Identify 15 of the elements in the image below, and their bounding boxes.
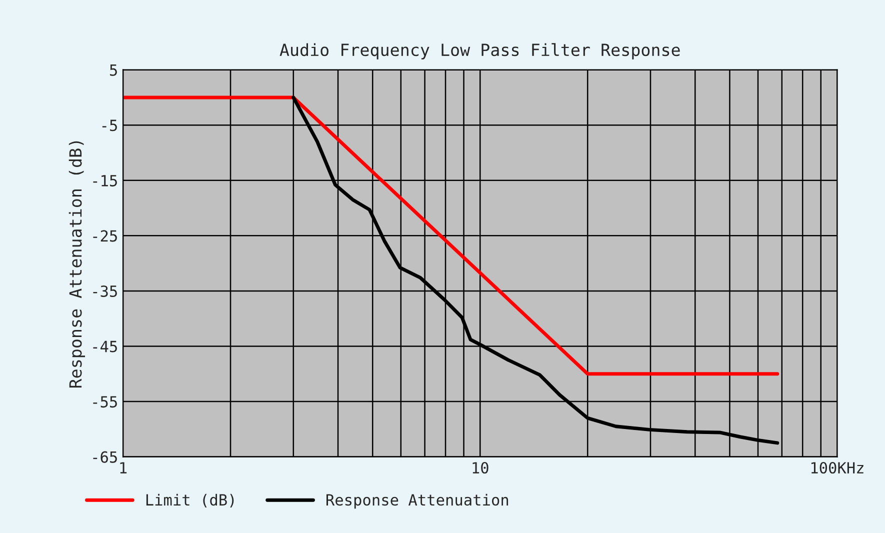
- y-tick-label: 5: [110, 64, 117, 76]
- y-tick-label: -65: [93, 451, 117, 463]
- legend-label: Response Attenuation: [326, 494, 508, 509]
- y-axis-title: Response Attenuation (dB): [68, 141, 86, 388]
- chart-title: Audio Frequency Low Pass Filter Response: [280, 43, 680, 60]
- legend-label: Limit (dB): [146, 494, 234, 508]
- x-tick-label: 1: [120, 462, 127, 474]
- y-tick-label: -15: [93, 175, 117, 186]
- x-tick-label: 100KHz: [811, 462, 864, 474]
- y-tick-label: -35: [93, 285, 117, 298]
- y-tick-label: -45: [93, 340, 117, 352]
- y-tick-label: -25: [93, 230, 117, 242]
- x-tick-label: 10: [472, 462, 488, 474]
- y-tick-label: -55: [93, 396, 117, 408]
- y-tick-label: -5: [102, 120, 117, 132]
